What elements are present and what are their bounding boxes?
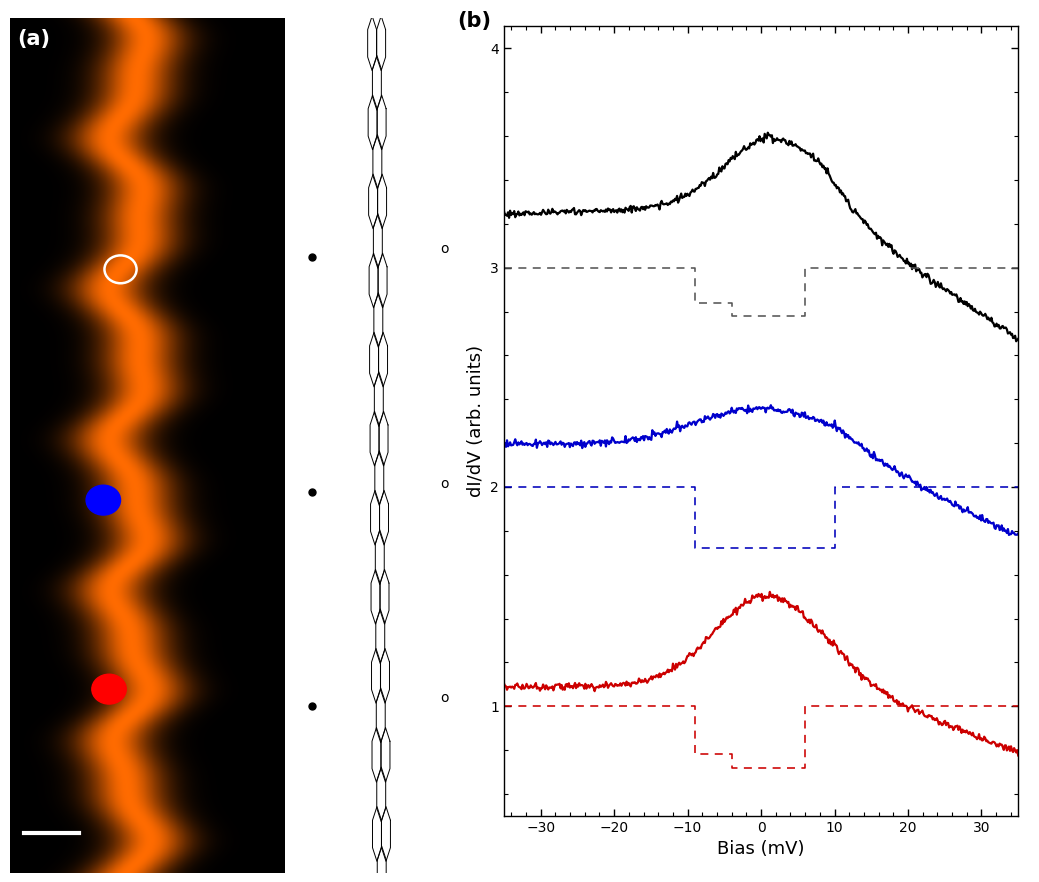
Circle shape (91, 674, 127, 704)
Y-axis label: dI/dV (arb. units): dI/dV (arb. units) (467, 345, 484, 497)
Text: (b): (b) (457, 11, 491, 31)
Text: o: o (441, 691, 449, 705)
Text: o: o (441, 477, 449, 491)
Text: o: o (441, 242, 449, 256)
Circle shape (86, 485, 121, 515)
X-axis label: Bias (mV): Bias (mV) (717, 841, 805, 858)
Text: (a): (a) (18, 29, 50, 49)
